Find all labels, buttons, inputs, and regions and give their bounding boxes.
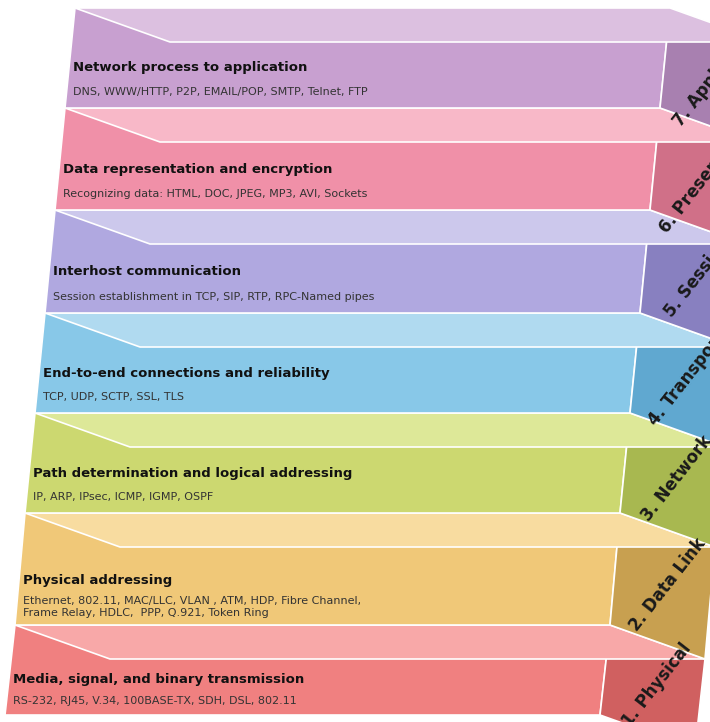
Text: DNS, WWW/HTTP, P2P, EMAIL/POP, SMTP, Telnet, FTP: DNS, WWW/HTTP, P2P, EMAIL/POP, SMTP, Tel… — [73, 87, 368, 97]
Polygon shape — [630, 313, 710, 447]
Polygon shape — [45, 313, 710, 347]
Polygon shape — [55, 108, 660, 210]
Polygon shape — [15, 513, 620, 625]
Text: RS-232, RJ45, V.34, 100BASE-TX, SDH, DSL, 802.11: RS-232, RJ45, V.34, 100BASE-TX, SDH, DSL… — [13, 695, 297, 705]
Text: Physical addressing: Physical addressing — [23, 574, 173, 587]
Polygon shape — [620, 413, 710, 547]
Text: Data representation and encryption: Data representation and encryption — [63, 162, 332, 175]
Text: Network process to application: Network process to application — [73, 61, 307, 74]
Text: 6. Presentation: 6. Presentation — [656, 112, 710, 237]
Polygon shape — [5, 625, 610, 715]
Text: 5. Session: 5. Session — [661, 234, 710, 320]
Text: Session establishment in TCP, SIP, RTP, RPC-Named pipes: Session establishment in TCP, SIP, RTP, … — [53, 292, 374, 302]
Polygon shape — [25, 513, 710, 547]
Text: 1. Physical: 1. Physical — [619, 640, 695, 722]
Text: 7. Application: 7. Application — [670, 17, 710, 130]
Text: End-to-end connections and reliability: End-to-end connections and reliability — [43, 367, 329, 380]
Polygon shape — [650, 108, 710, 244]
Text: Interhost communication: Interhost communication — [53, 265, 241, 278]
Text: IP, ARP, IPsec, ICMP, IGMP, OSPF: IP, ARP, IPsec, ICMP, IGMP, OSPF — [33, 492, 213, 502]
Polygon shape — [35, 413, 710, 447]
Polygon shape — [45, 210, 650, 313]
Polygon shape — [55, 210, 710, 244]
Text: 4. Transport: 4. Transport — [645, 328, 710, 429]
Polygon shape — [35, 313, 640, 413]
Polygon shape — [610, 513, 710, 659]
Polygon shape — [65, 108, 710, 142]
Polygon shape — [600, 625, 705, 722]
Polygon shape — [15, 625, 705, 659]
Text: 3. Network: 3. Network — [638, 432, 710, 524]
Polygon shape — [640, 210, 710, 347]
Text: TCP, UDP, SCTP, SSL, TLS: TCP, UDP, SCTP, SSL, TLS — [43, 392, 184, 402]
Polygon shape — [75, 8, 710, 42]
Polygon shape — [25, 413, 630, 513]
Text: Path determination and logical addressing: Path determination and logical addressin… — [33, 466, 352, 479]
Text: Ethernet, 802.11, MAC/LLC, VLAN , ATM, HDP, Fibre Channel,
Frame Relay, HDLC,  P: Ethernet, 802.11, MAC/LLC, VLAN , ATM, H… — [23, 596, 361, 618]
Text: 2. Data Link: 2. Data Link — [626, 534, 709, 634]
Text: Media, signal, and binary transmission: Media, signal, and binary transmission — [13, 672, 305, 685]
Polygon shape — [660, 8, 710, 142]
Polygon shape — [65, 8, 670, 108]
Text: Recognizing data: HTML, DOC, JPEG, MP3, AVI, Sockets: Recognizing data: HTML, DOC, JPEG, MP3, … — [63, 188, 367, 199]
